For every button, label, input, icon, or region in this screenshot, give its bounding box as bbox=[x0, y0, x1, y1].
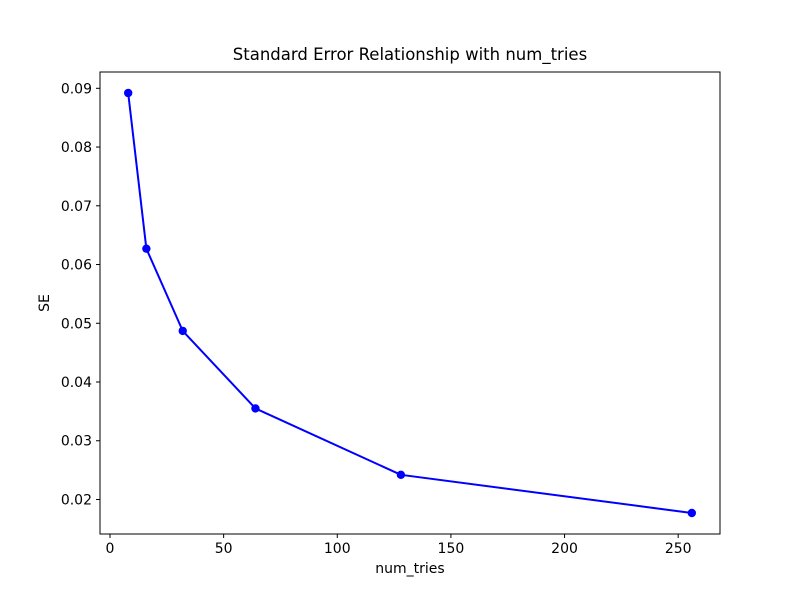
x-tick-label: 50 bbox=[215, 541, 233, 557]
se-line bbox=[127, 92, 692, 514]
y-tick-label: 0.05 bbox=[61, 316, 92, 332]
chart-title: Standard Error Relationship with num_tri… bbox=[232, 45, 588, 64]
y-tick-label: 0.04 bbox=[61, 375, 92, 391]
y-axis-label: SE bbox=[37, 294, 53, 312]
data-point bbox=[142, 244, 151, 253]
x-tick-label: 200 bbox=[551, 541, 578, 557]
x-tick-label: 100 bbox=[324, 541, 351, 557]
x-axis-label: num_tries bbox=[375, 561, 445, 577]
data-point bbox=[178, 326, 187, 336]
data-point bbox=[123, 88, 133, 98]
y-tick-label: 0.08 bbox=[61, 140, 92, 156]
x-tick-label: 150 bbox=[438, 541, 465, 557]
data-point bbox=[396, 470, 406, 480]
y-tick-label: 0.06 bbox=[61, 258, 92, 274]
y-tick-label: 0.03 bbox=[61, 434, 92, 450]
axes-spines bbox=[99, 71, 721, 535]
data-point bbox=[251, 404, 260, 413]
y-tick-label: 0.02 bbox=[61, 492, 92, 508]
y-tick-label: 0.07 bbox=[61, 199, 92, 215]
x-tick-label: 0 bbox=[106, 541, 115, 557]
x-tick-label: 250 bbox=[665, 541, 692, 557]
y-tick-label: 0.09 bbox=[61, 81, 92, 97]
data-point bbox=[687, 508, 697, 518]
